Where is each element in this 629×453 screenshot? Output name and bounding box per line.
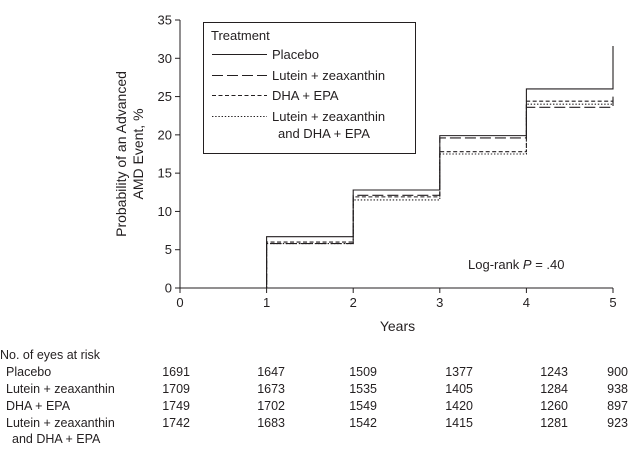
risk-cell: 1542 — [349, 416, 377, 430]
risk-cell: 1243 — [540, 365, 568, 379]
x-tick-label: 5 — [609, 295, 616, 310]
risk-row-label: and DHA + EPA — [12, 432, 101, 446]
y-axis-title: Probability of an Advanced AMD Event, % — [113, 71, 146, 237]
logrank-p: P — [523, 257, 532, 272]
y-tick-label: 10 — [158, 204, 172, 219]
y-tick-label: 25 — [158, 89, 172, 104]
risk-row-label: Lutein + zeaxanthin — [6, 382, 115, 396]
risk-cell: 1284 — [540, 382, 568, 396]
series-line-4 — [180, 101, 614, 289]
risk-row-label: Lutein + zeaxanthin — [6, 416, 115, 430]
plot-axes: 0 5 10 15 20 25 30 35 0 1 2 3 4 5 Years Probability of … — [113, 13, 617, 335]
risk-cell: 1702 — [257, 399, 285, 413]
risk-cell: 1683 — [257, 416, 285, 430]
risk-table: No. of eyes at risk Placebo 1691 1647 1509 13… — [0, 348, 628, 446]
risk-cell: 1691 — [162, 365, 190, 379]
risk-cell: 1420 — [445, 399, 473, 413]
y-axis-title-line: Probability of an Advanced — [113, 71, 129, 237]
series-layer — [180, 46, 614, 289]
y-tick-label: 20 — [158, 127, 172, 142]
y-tick-label: 35 — [158, 13, 172, 28]
x-tick-label: 4 — [523, 295, 530, 310]
risk-cell: 1377 — [445, 365, 473, 379]
risk-cell: 1509 — [349, 365, 377, 379]
legend-label: DHA + EPA — [272, 88, 339, 103]
legend-box — [203, 22, 416, 154]
risk-cell: 900 — [607, 365, 628, 379]
annotation-layer: Log-rank P = .40 — [468, 257, 564, 272]
risk-cell: 923 — [607, 416, 628, 430]
risk-row-label: DHA + EPA — [6, 399, 71, 413]
risk-cell: 1415 — [445, 416, 473, 430]
x-tick-label: 1 — [263, 295, 270, 310]
y-axis-title-line: AMD Event, % — [130, 108, 146, 199]
risk-cell: 1709 — [162, 382, 190, 396]
risk-cell: 1749 — [162, 399, 190, 413]
x-tick-label: 3 — [436, 295, 443, 310]
risk-cell: 1281 — [540, 416, 568, 430]
logrank-prefix: Log-rank — [468, 257, 523, 272]
risk-row-label: Placebo — [6, 365, 51, 379]
risk-cell: 1535 — [349, 382, 377, 396]
risk-table-header: No. of eyes at risk — [0, 348, 101, 362]
legend-label: Lutein + zeaxanthin — [272, 68, 385, 83]
risk-cell: 1405 — [445, 382, 473, 396]
legend-label: Placebo — [272, 47, 319, 62]
risk-cell: 1260 — [540, 399, 568, 413]
logrank-suffix: = .40 — [532, 257, 565, 272]
y-tick-label: 0 — [165, 281, 172, 296]
y-tick-label: 5 — [165, 242, 172, 257]
risk-cell: 1647 — [257, 365, 285, 379]
x-axis-title: Years — [380, 318, 415, 334]
x-tick-label: 0 — [176, 295, 183, 310]
risk-cell: 1742 — [162, 416, 190, 430]
y-tick-label: 15 — [158, 166, 172, 181]
risk-cell: 1673 — [257, 382, 285, 396]
risk-cell: 938 — [607, 382, 628, 396]
x-tick-label: 2 — [350, 295, 357, 310]
y-tick-label: 30 — [158, 51, 172, 66]
legend-label: Lutein + zeaxanthin — [272, 109, 385, 124]
legend-title: Treatment — [211, 28, 270, 43]
risk-cell: 897 — [607, 399, 628, 413]
risk-cell: 1549 — [349, 399, 377, 413]
series-line-3 — [180, 98, 614, 289]
legend-label: and DHA + EPA — [278, 126, 370, 141]
logrank-annotation: Log-rank P = .40 — [468, 257, 564, 272]
